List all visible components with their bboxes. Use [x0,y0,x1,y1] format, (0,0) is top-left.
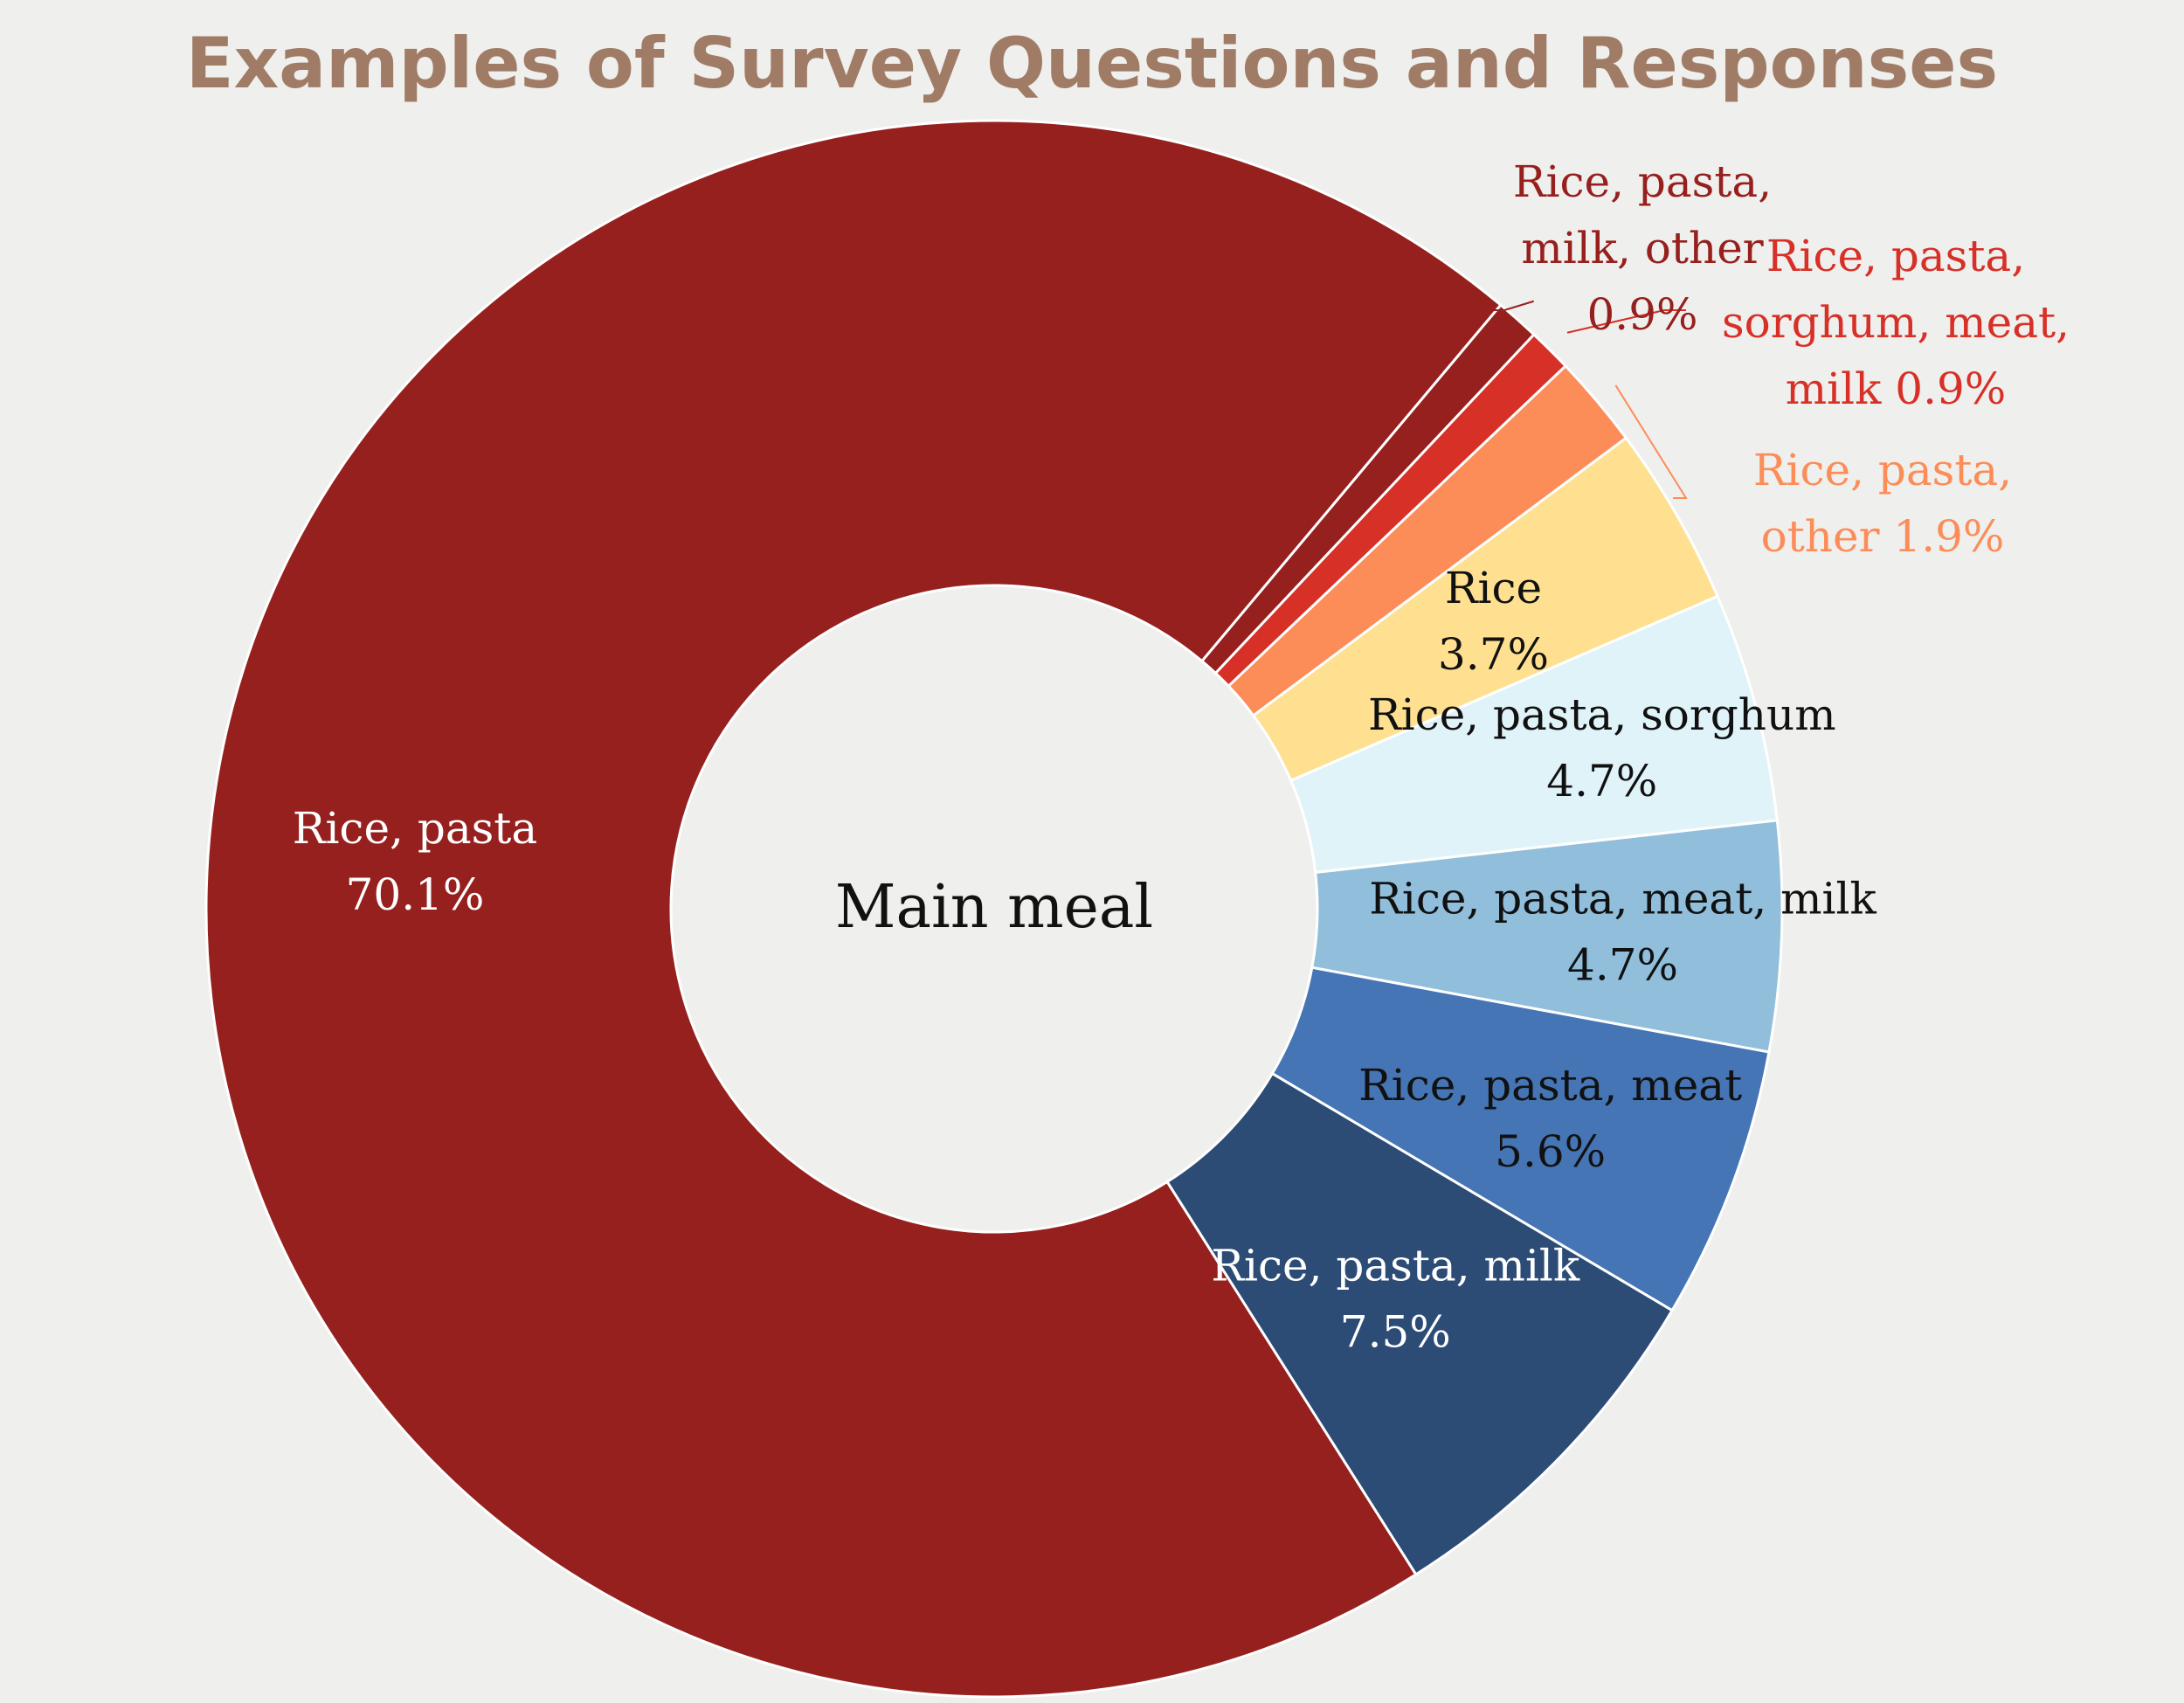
slice-label-line: 4.7% [1546,756,1657,807]
slice-label-line: 70.1% [346,869,485,920]
slice-label-line: 7.5% [1340,1307,1451,1358]
slice-label-line: Rice, pasta, [1766,231,2025,281]
leader-line-2 [1566,309,1686,334]
slice-label-line: Rice, pasta, [1753,445,2012,495]
slice-label-line: milk 0.9% [1786,363,2007,414]
slice-label-line: Rice, pasta [293,803,537,854]
leader-line-1 [1433,300,1534,311]
slice-label-line: Rice, pasta, meat, milk [1369,873,1876,924]
slice-label-1: Rice, pasta, milk, other 0.9% [1513,156,1772,340]
slice-label-line: Rice [1445,563,1542,613]
slice-label-5: Rice, pasta, sorghum 4.7% [1368,689,1836,807]
slices-group [204,119,1784,1699]
slice-labels-group: Rice, pasta, milk, other 0.9%Rice, pasta, s… [293,156,2070,1358]
leader-line-3 [1614,384,1688,499]
slice-label-line: 3.7% [1438,629,1549,680]
slice-label-7: Rice, pasta, meat 5.6% [1358,1060,1742,1177]
slice-label-line: other 1.9% [1761,511,2005,562]
slice-label-line: sorghum, meat, [1722,297,2070,348]
slice-label-2: Rice, pasta, sorghum, meat, milk 0.9% [1722,231,2070,414]
slice-label-line: 0.9% [1586,289,1697,340]
slice-label-6: Rice, pasta, meat, milk 4.7% [1369,873,1876,990]
slice-label-3: Rice, pasta, other 1.9% [1753,445,2012,562]
slice-label-8: Rice, pasta, milk 7.5% [1211,1241,1580,1358]
slice-9 [204,119,1503,1699]
slice-8 [1165,1071,1675,1576]
slice-label-9: Rice, pasta 70.1% [293,803,537,920]
chart-title: Examples of Survey Questions and Respons… [186,23,1998,104]
slice-label-line: Rice, pasta, sorghum [1368,689,1836,740]
slice-label-line: Rice, pasta, [1513,156,1772,207]
center-label: Main meal [835,873,1153,942]
leader-lines-group [1433,300,1688,499]
slice-label-line: milk, other [1521,223,1763,273]
slice-label-line: Rice, pasta, milk [1211,1241,1580,1291]
slice-label-4: Rice 3.7% [1438,563,1549,680]
slice-label-line: 5.6% [1495,1126,1606,1177]
slice-label-line: Rice, pasta, meat [1358,1060,1742,1111]
slice-label-line: 4.7% [1567,939,1678,990]
